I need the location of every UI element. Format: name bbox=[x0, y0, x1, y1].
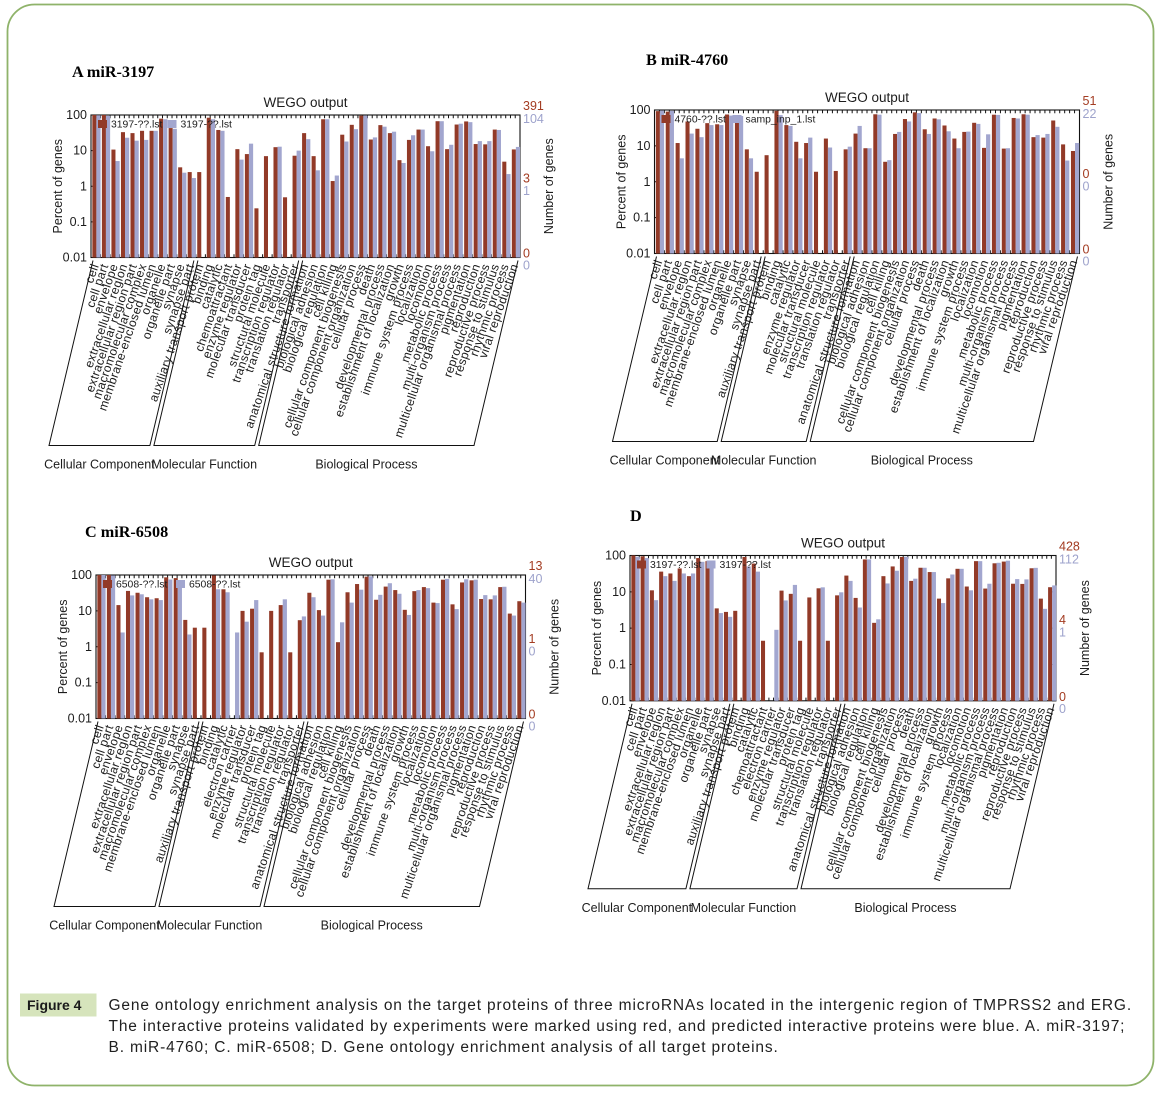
svg-text:Percent of genes: Percent of genes bbox=[56, 600, 70, 695]
svg-text:1: 1 bbox=[85, 640, 92, 654]
svg-text:3197-??.lst: 3197-??.lst bbox=[650, 560, 702, 571]
svg-text:0: 0 bbox=[529, 720, 536, 734]
svg-text:6508-??.lst: 6508-??.lst bbox=[189, 580, 241, 591]
svg-text:B miR-4760: B miR-4760 bbox=[646, 51, 728, 69]
svg-text:WEGO output: WEGO output bbox=[801, 536, 885, 551]
svg-text:Number of genes: Number of genes bbox=[1078, 580, 1092, 676]
svg-text:D: D bbox=[630, 507, 642, 525]
svg-text:cell: cell bbox=[87, 723, 107, 746]
svg-text:Percent of genes: Percent of genes bbox=[615, 135, 629, 230]
svg-text:10: 10 bbox=[637, 139, 651, 153]
svg-text:10: 10 bbox=[78, 604, 92, 618]
svg-text:112: 112 bbox=[1059, 553, 1079, 567]
svg-text:WEGO output: WEGO output bbox=[269, 555, 353, 570]
svg-text:1: 1 bbox=[529, 632, 536, 646]
svg-text:WEGO output: WEGO output bbox=[263, 95, 347, 110]
svg-text:Molecular Function: Molecular Function bbox=[151, 458, 257, 472]
svg-text:Cellular Component: Cellular Component bbox=[610, 454, 721, 468]
svg-text:0: 0 bbox=[1083, 243, 1090, 257]
svg-text:0: 0 bbox=[1083, 179, 1090, 193]
svg-text:0: 0 bbox=[529, 708, 536, 722]
svg-text:1: 1 bbox=[644, 175, 651, 189]
svg-text:0: 0 bbox=[523, 247, 530, 261]
svg-text:A miR-3197: A miR-3197 bbox=[72, 63, 154, 81]
svg-text:cell: cell bbox=[82, 262, 102, 285]
svg-text:0: 0 bbox=[1059, 690, 1066, 704]
svg-text:0.1: 0.1 bbox=[75, 676, 92, 690]
svg-text:3197-??.lst: 3197-??.lst bbox=[111, 120, 163, 131]
svg-text:391: 391 bbox=[523, 99, 544, 113]
svg-text:100: 100 bbox=[630, 103, 651, 117]
svg-text:0.01: 0.01 bbox=[63, 251, 87, 265]
svg-text:22: 22 bbox=[1083, 107, 1097, 121]
svg-text:Biological Process: Biological Process bbox=[854, 901, 956, 915]
svg-text:Number of genes: Number of genes bbox=[542, 138, 556, 234]
svg-text:3197-??.lst: 3197-??.lst bbox=[720, 560, 772, 571]
svg-text:100: 100 bbox=[71, 568, 92, 582]
svg-text:100: 100 bbox=[66, 108, 87, 122]
svg-text:Number of genes: Number of genes bbox=[1102, 134, 1116, 230]
svg-text:4760-??.lst: 4760-??.lst bbox=[675, 115, 727, 126]
svg-text:0.01: 0.01 bbox=[68, 712, 92, 726]
svg-text:0: 0 bbox=[1083, 255, 1090, 269]
svg-text:Biological Process: Biological Process bbox=[321, 919, 423, 933]
svg-text:428: 428 bbox=[1059, 540, 1080, 554]
svg-text:6508-??.lst: 6508-??.lst bbox=[116, 580, 168, 591]
svg-text:4: 4 bbox=[1059, 613, 1066, 627]
svg-text:3197-??.lst: 3197-??.lst bbox=[181, 120, 233, 131]
svg-text:0.1: 0.1 bbox=[70, 215, 87, 229]
svg-text:Molecular Function: Molecular Function bbox=[691, 901, 797, 915]
svg-text:Number of genes: Number of genes bbox=[548, 599, 562, 695]
svg-text:13: 13 bbox=[529, 559, 543, 573]
svg-text:10: 10 bbox=[73, 144, 87, 158]
svg-text:The interactive proteins valid: The interactive proteins validated by ex… bbox=[109, 1018, 1126, 1035]
svg-text:0.1: 0.1 bbox=[633, 211, 650, 225]
svg-text:0.1: 0.1 bbox=[609, 657, 626, 671]
svg-text:B. miR-4760; C. miR-6508; D. G: B. miR-4760; C. miR-6508; D. Gene ontolo… bbox=[109, 1039, 779, 1056]
svg-text:0: 0 bbox=[1059, 702, 1066, 716]
svg-text:Biological Process: Biological Process bbox=[871, 454, 973, 468]
svg-text:Percent of genes: Percent of genes bbox=[590, 581, 604, 676]
svg-text:Biological Process: Biological Process bbox=[315, 458, 417, 472]
svg-text:cell: cell bbox=[646, 258, 666, 281]
svg-text:10: 10 bbox=[612, 585, 626, 599]
svg-text:1: 1 bbox=[619, 621, 626, 635]
svg-text:51: 51 bbox=[1083, 94, 1097, 108]
svg-text:1: 1 bbox=[80, 179, 87, 193]
svg-text:Cellular Component: Cellular Component bbox=[582, 901, 693, 915]
svg-text:0: 0 bbox=[529, 644, 536, 658]
svg-text:Figure 4: Figure 4 bbox=[27, 997, 82, 1013]
svg-text:C miR-6508: C miR-6508 bbox=[85, 523, 168, 541]
svg-text:0: 0 bbox=[523, 259, 530, 273]
svg-text:Molecular Function: Molecular Function bbox=[711, 454, 817, 468]
svg-text:Gene ontology enrichment analy: Gene ontology enrichment analysis on the… bbox=[109, 997, 1133, 1014]
svg-text:100: 100 bbox=[605, 549, 626, 563]
svg-text:Cellular Component: Cellular Component bbox=[44, 458, 155, 472]
svg-text:1: 1 bbox=[523, 184, 530, 198]
svg-text:1: 1 bbox=[1059, 626, 1066, 640]
svg-text:cell: cell bbox=[621, 705, 641, 728]
svg-text:40: 40 bbox=[529, 572, 543, 586]
svg-text:samp_inp_1.lst: samp_inp_1.lst bbox=[746, 115, 816, 126]
svg-text:104: 104 bbox=[523, 112, 544, 126]
svg-text:0: 0 bbox=[1083, 167, 1090, 181]
svg-text:Percent of genes: Percent of genes bbox=[51, 139, 65, 234]
svg-text:Molecular Function: Molecular Function bbox=[157, 919, 263, 933]
svg-text:0.01: 0.01 bbox=[626, 247, 650, 261]
svg-text:WEGO output: WEGO output bbox=[825, 90, 909, 105]
svg-text:Cellular Component: Cellular Component bbox=[49, 919, 160, 933]
svg-text:0.01: 0.01 bbox=[602, 694, 626, 708]
svg-text:3: 3 bbox=[523, 171, 530, 185]
